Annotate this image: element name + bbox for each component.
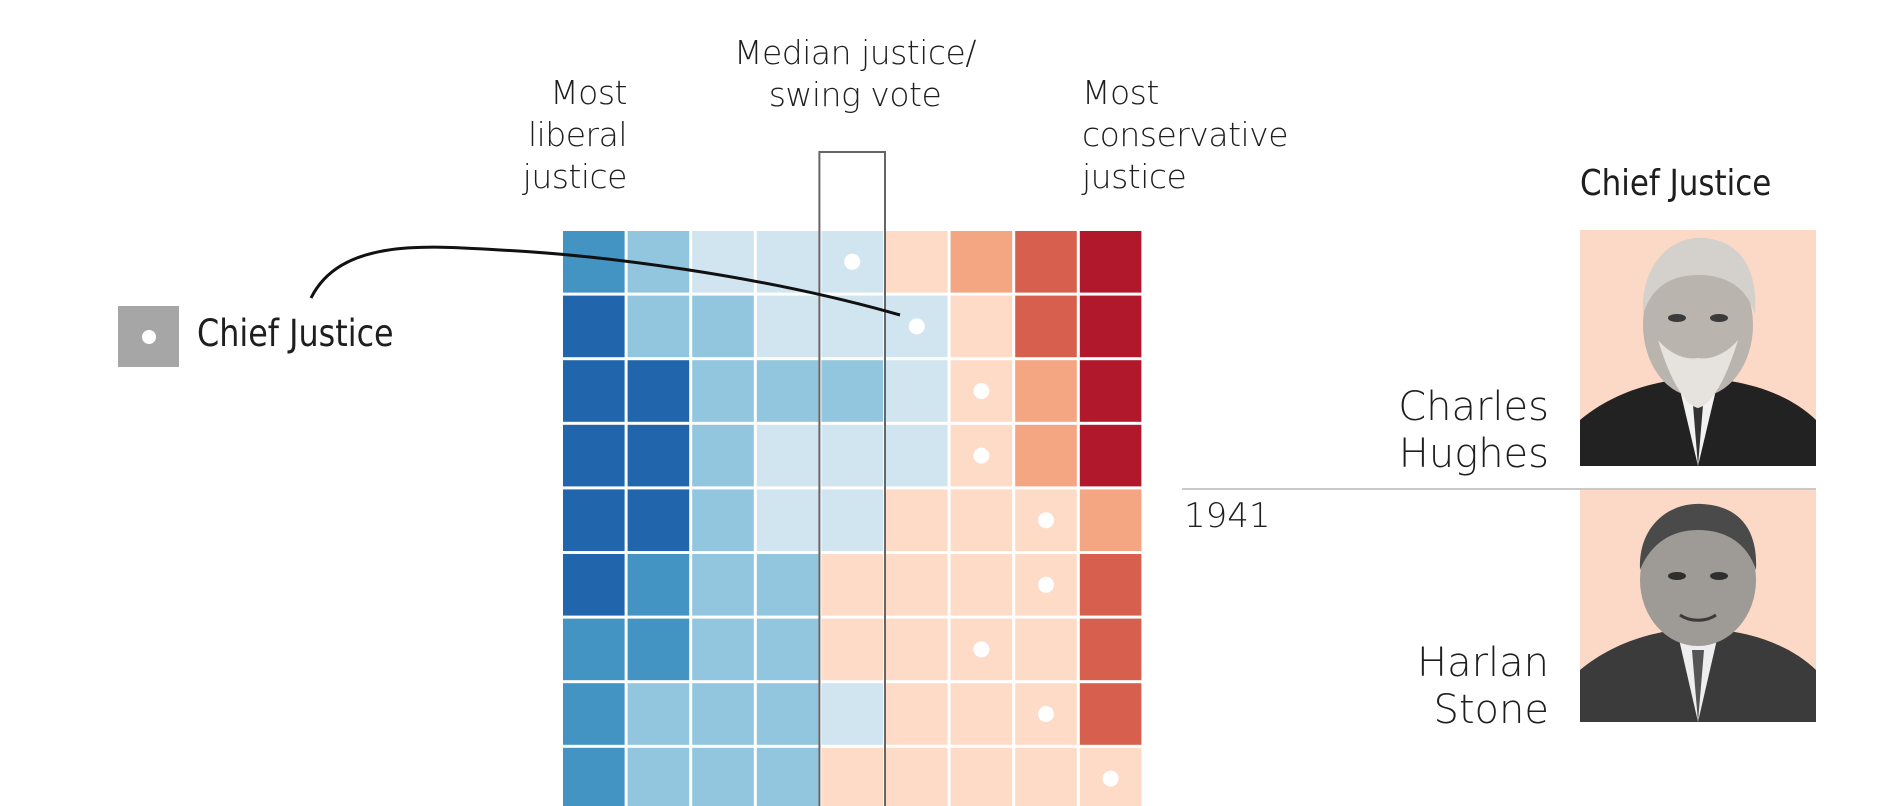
vote-cell bbox=[756, 360, 819, 422]
vote-cell bbox=[821, 683, 883, 745]
vote-cell bbox=[1015, 231, 1077, 293]
chief-justice-dot bbox=[973, 447, 990, 464]
vote-cell bbox=[886, 683, 948, 745]
vote-cell bbox=[563, 554, 625, 616]
vote-cell bbox=[950, 683, 1013, 745]
legend-label: Chief Justice bbox=[197, 312, 394, 355]
vote-cell bbox=[692, 618, 754, 681]
vote-cell bbox=[692, 683, 754, 745]
vote-cell bbox=[756, 554, 819, 616]
portrait-charles-hughes bbox=[1580, 230, 1816, 466]
vote-cell bbox=[756, 424, 819, 487]
vote-cell bbox=[886, 747, 948, 806]
label-most-conservative: Most conservative justice bbox=[1082, 73, 1289, 196]
median-column-outline bbox=[818, 151, 887, 806]
justice-name-stone: Harlan Stone bbox=[1416, 640, 1549, 733]
vote-cell bbox=[821, 489, 883, 551]
vote-cell bbox=[821, 295, 883, 358]
vote-cell bbox=[821, 554, 883, 616]
label-median-justice: Median justice/ swing vote bbox=[734, 33, 976, 114]
vote-cell bbox=[886, 554, 948, 616]
vote-cell bbox=[563, 618, 625, 681]
vote-cell bbox=[692, 554, 754, 616]
chief-justice-dot bbox=[1102, 770, 1119, 787]
justice-name-hughes: Charles Hughes bbox=[1398, 384, 1549, 477]
chief-justice-dot bbox=[1038, 706, 1054, 722]
vote-cell bbox=[950, 554, 1013, 616]
label-most-liberal: Most liberal justice bbox=[522, 73, 628, 196]
chief-justice-legend-swatch bbox=[118, 306, 179, 367]
vote-cell bbox=[1015, 424, 1077, 487]
vote-cell bbox=[1079, 489, 1142, 551]
vote-cell bbox=[950, 489, 1013, 551]
vote-cell bbox=[1079, 231, 1142, 293]
vote-cell bbox=[1015, 360, 1077, 422]
vote-cell bbox=[1079, 618, 1142, 681]
vote-cell bbox=[1015, 747, 1077, 806]
chief-justice-dot bbox=[973, 641, 990, 658]
vote-cell bbox=[1015, 618, 1077, 681]
vote-cell bbox=[563, 424, 625, 487]
vote-cell bbox=[563, 360, 625, 422]
vote-cell bbox=[950, 295, 1013, 358]
chief-justice-dot bbox=[1038, 576, 1054, 593]
vote-cell bbox=[756, 295, 819, 358]
vote-cell bbox=[563, 489, 625, 551]
vote-cell bbox=[756, 618, 819, 681]
vote-cell bbox=[692, 295, 754, 358]
vote-cell bbox=[563, 231, 625, 293]
term-divider-line bbox=[1182, 488, 1816, 490]
vote-cell bbox=[886, 360, 948, 422]
chief-justice-leader-line bbox=[309, 245, 901, 317]
vote-cell bbox=[1079, 360, 1142, 422]
vote-cell bbox=[692, 747, 754, 806]
vote-cell bbox=[627, 747, 690, 806]
vote-cell bbox=[886, 489, 948, 551]
vote-cell bbox=[756, 683, 819, 745]
vote-cell bbox=[950, 747, 1013, 806]
vote-cell bbox=[627, 489, 690, 551]
vote-cell bbox=[1079, 295, 1142, 358]
vote-cell bbox=[1079, 424, 1142, 487]
chief-justice-dot-icon bbox=[142, 330, 156, 344]
chief-justice-dot bbox=[1038, 512, 1054, 529]
vote-cell bbox=[821, 618, 883, 681]
vote-cell bbox=[563, 747, 625, 806]
vote-cell bbox=[627, 618, 690, 681]
vote-cell bbox=[692, 424, 754, 487]
vote-cell bbox=[627, 554, 690, 616]
vote-cell bbox=[627, 295, 690, 358]
chief-justice-dot bbox=[908, 318, 925, 335]
vote-cell bbox=[627, 360, 690, 422]
vote-cell bbox=[950, 231, 1013, 293]
vote-cell bbox=[1079, 554, 1142, 616]
vote-cell bbox=[1079, 683, 1142, 745]
vote-cell bbox=[627, 683, 690, 745]
vote-cell bbox=[821, 360, 883, 422]
vote-cell bbox=[692, 489, 754, 551]
year-label: 1941 bbox=[1184, 496, 1271, 536]
portrait-harlan-stone bbox=[1580, 490, 1816, 722]
vote-cell bbox=[627, 424, 690, 487]
vote-cell bbox=[821, 424, 883, 487]
panel-heading: Chief Justice bbox=[1580, 163, 1772, 204]
vote-cell bbox=[563, 683, 625, 745]
vote-cell bbox=[563, 295, 625, 358]
chief-justice-dot bbox=[973, 383, 990, 399]
vote-cell bbox=[886, 231, 948, 293]
vote-cell bbox=[1015, 295, 1077, 358]
vote-cell bbox=[756, 489, 819, 551]
vote-cell bbox=[756, 747, 819, 806]
chief-justice-dot bbox=[844, 253, 861, 270]
vote-cell bbox=[692, 360, 754, 422]
vote-cell bbox=[886, 424, 948, 487]
vote-cell bbox=[692, 231, 754, 293]
vote-cell bbox=[821, 747, 883, 806]
vote-cell bbox=[886, 618, 948, 681]
